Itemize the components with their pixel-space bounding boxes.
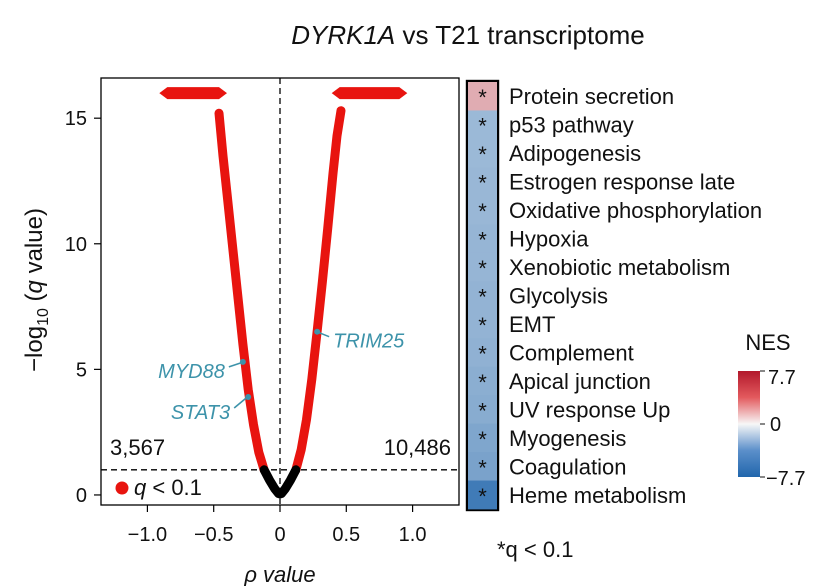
gene-point-trim25: [314, 328, 321, 335]
y-tick-label: 5: [76, 359, 87, 381]
significance-star: *: [478, 484, 487, 509]
y-tick-label: 15: [65, 108, 87, 130]
colorbar-title: NES: [745, 330, 790, 355]
gene-leader-myd88: [228, 362, 242, 368]
x-axis-label: ρ value: [243, 562, 315, 586]
significance-star: *: [478, 285, 487, 310]
significance-star: *: [478, 341, 487, 366]
left-top-point: [215, 109, 224, 118]
colorbar-min-label: −7.7: [766, 468, 805, 490]
significance-star: *: [478, 256, 487, 281]
significance-star: *: [478, 370, 487, 395]
heatmap-cell-emt: [468, 309, 497, 339]
left-count: 3,567: [110, 435, 165, 460]
heatmap-cell-xenobiotic-metabolism: [468, 252, 497, 282]
pathway-label-xenobiotic-metabolism: Xenobiotic metabolism: [509, 255, 730, 280]
pathway-label-apical-junction: Apical junction: [509, 369, 651, 394]
y-tick-label: 0: [76, 485, 87, 507]
gene-point-stat3: [245, 393, 252, 400]
heatmap-cell-apical-junction: [468, 366, 497, 396]
footnote: *q < 0.1: [497, 537, 573, 562]
heatmap-cell-heme-metabolism: [468, 480, 497, 510]
pathway-label-myogenesis: Myogenesis: [509, 426, 626, 451]
left-capped-points: [159, 87, 227, 100]
pathway-label-hypoxia: Hypoxia: [509, 227, 589, 252]
heatmap-cell-oxidative-phosphorylation: [468, 195, 497, 225]
colorbar-mid-label: 0: [770, 414, 781, 436]
significance-star: *: [478, 313, 487, 338]
pathway-label-p53-pathway: p53 pathway: [509, 113, 634, 138]
legend-marker: [115, 481, 129, 495]
significance-star: *: [478, 171, 487, 196]
heatmap-cell-coagulation: [468, 452, 497, 481]
pathway-label-oxidative-phosphorylation: Oxidative phosphorylation: [509, 198, 762, 223]
heatmap-cell-estrogen-response-late: [468, 167, 497, 197]
volcano-grid: [101, 78, 459, 505]
significance-star: *: [478, 398, 487, 423]
left-significant-points: [214, 108, 269, 475]
heatmap-cell-glycolysis: [468, 281, 497, 311]
x-tick-label: 0.5: [332, 524, 360, 546]
significance-star: *: [478, 455, 487, 480]
gene-label-stat3: STAT3: [171, 402, 230, 424]
gene-point-myd88: [239, 358, 246, 365]
pathway-label-emt: EMT: [509, 312, 555, 337]
heatmap-cell-protein-secretion: [468, 82, 497, 111]
x-tick-label: 1.0: [399, 524, 427, 546]
gene-leader-trim25: [318, 331, 330, 338]
y-tick-label: 10: [65, 234, 87, 256]
significance-star: *: [478, 199, 487, 224]
pathway-label-uv-response-up: UV response Up: [509, 397, 670, 422]
heatmap-cell-hypoxia: [468, 224, 497, 254]
gene-labels: MYD88 STAT3 TRIM25: [158, 328, 405, 424]
heatmap-cell-p53-pathway: [468, 110, 497, 140]
right-top-point: [336, 106, 345, 115]
right-count: 10,486: [384, 435, 451, 460]
right-capped-points: [331, 87, 408, 100]
right-nonsignificant-points: [276, 465, 301, 499]
heatmap-cell-myogenesis: [468, 423, 497, 453]
pathway-label-glycolysis: Glycolysis: [509, 284, 608, 309]
volcano-curve: [159, 87, 408, 499]
x-tick-label: 0: [274, 524, 285, 546]
significance-star: *: [478, 427, 487, 452]
pathway-label-estrogen-response-late: Estrogen response late: [509, 170, 735, 195]
heatmap-cell-adipogenesis: [468, 138, 497, 168]
pathway-label-coagulation: Coagulation: [509, 454, 626, 479]
heatmap-frame: [465, 79, 500, 512]
x-tick-label: −1.0: [128, 524, 167, 546]
significance-star: *: [478, 114, 487, 139]
x-tick-label: −0.5: [194, 524, 233, 546]
gene-leader-stat3: [233, 397, 247, 409]
significance-star: *: [478, 228, 487, 253]
significance-star: *: [478, 142, 487, 167]
volcano-ticks: −1.0 −0.5 0 0.5 1.0 0 5 10 15: [65, 108, 427, 546]
y-axis-label: −log10 (q value): [21, 208, 52, 372]
heatmap: * Protein secretion * p53 pathway * Adipogene…: [468, 82, 762, 510]
right-significant-points: [291, 106, 346, 475]
legend-label: q < 0.1: [134, 475, 202, 500]
colorbar: [738, 371, 760, 477]
significance-star: *: [478, 85, 487, 110]
pathway-label-complement: Complement: [509, 340, 634, 365]
heatmap-cell-complement: [468, 338, 497, 368]
pathway-label-adipogenesis: Adipogenesis: [509, 141, 641, 166]
gene-label-trim25: TRIM25: [333, 331, 405, 353]
pathway-label-heme-metabolism: Heme metabolism: [509, 483, 686, 508]
chart-title: DYRK1A vs T21 transcriptome: [291, 20, 645, 50]
pathway-label-protein-secretion: Protein secretion: [509, 84, 674, 109]
left-nonsignificant-points: [259, 465, 284, 499]
gene-label-myd88: MYD88: [158, 361, 225, 383]
heatmap-cell-uv-response-up: [468, 395, 497, 424]
colorbar-max-label: 7.7: [768, 367, 796, 389]
